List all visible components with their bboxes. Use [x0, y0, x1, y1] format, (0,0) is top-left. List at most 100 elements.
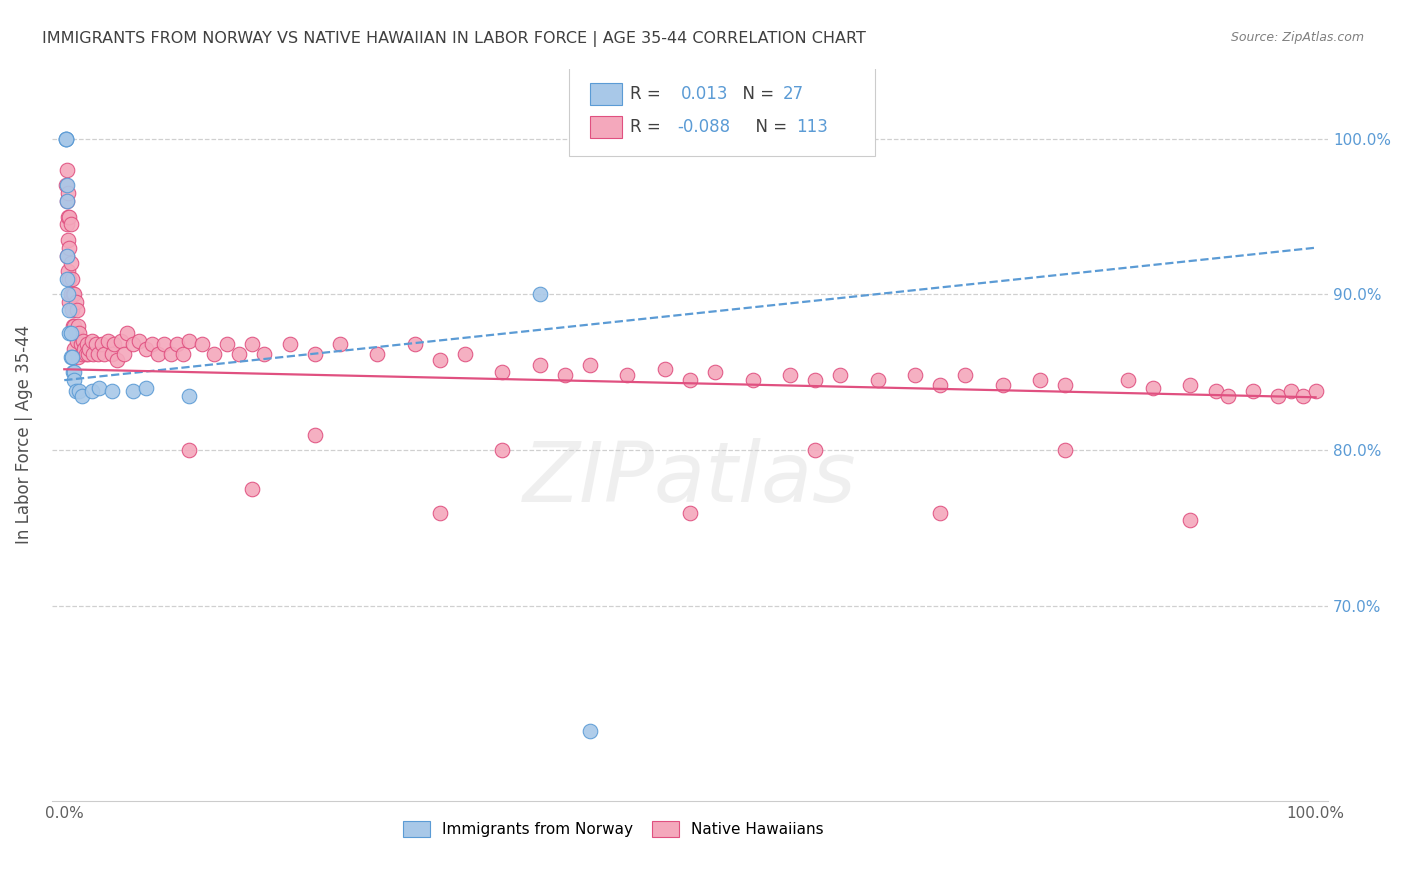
- Point: [63, 342, 86, 356]
- Point: [55, 272, 77, 286]
- Point: [1305, 384, 1327, 398]
- Point: [56, 287, 79, 301]
- Text: -0.088: -0.088: [678, 118, 730, 136]
- Point: [1116, 373, 1139, 387]
- Point: [63, 287, 86, 301]
- Point: [1216, 389, 1239, 403]
- Point: [55, 178, 77, 193]
- Point: [179, 389, 201, 403]
- Point: [58, 241, 80, 255]
- Point: [1142, 381, 1164, 395]
- Point: [103, 337, 125, 351]
- Point: [55, 178, 77, 193]
- Point: [115, 326, 138, 341]
- Point: [112, 346, 135, 360]
- Point: [66, 303, 89, 318]
- Point: [55, 194, 77, 208]
- Point: [679, 506, 702, 520]
- Y-axis label: In Labor Force | Age 35-44: In Labor Force | Age 35-44: [15, 326, 32, 544]
- Point: [166, 337, 188, 351]
- Point: [904, 368, 927, 383]
- Point: [141, 337, 163, 351]
- Point: [55, 162, 77, 177]
- Point: [66, 334, 89, 349]
- Point: [55, 194, 77, 208]
- Point: [110, 334, 132, 349]
- Point: [65, 295, 87, 310]
- Text: N =: N =: [745, 118, 792, 136]
- Point: [366, 346, 388, 360]
- Point: [304, 427, 326, 442]
- Point: [1292, 389, 1315, 403]
- Point: [135, 381, 157, 395]
- Text: 0.013: 0.013: [681, 85, 728, 103]
- Text: IMMIGRANTS FROM NORWAY VS NATIVE HAWAIIAN IN LABOR FORCE | AGE 35-44 CORRELATION: IMMIGRANTS FROM NORWAY VS NATIVE HAWAIIA…: [42, 31, 866, 47]
- FancyBboxPatch shape: [591, 116, 623, 138]
- Point: [90, 337, 112, 351]
- Point: [955, 368, 977, 383]
- Point: [228, 346, 250, 360]
- Point: [56, 233, 79, 247]
- Point: [153, 337, 176, 351]
- Text: N =: N =: [733, 85, 779, 103]
- Point: [59, 350, 82, 364]
- Point: [89, 381, 111, 395]
- Point: [146, 346, 169, 360]
- Point: [804, 443, 827, 458]
- Point: [80, 334, 103, 349]
- Point: [240, 482, 263, 496]
- Point: [105, 352, 128, 367]
- Point: [63, 373, 86, 387]
- Point: [135, 342, 157, 356]
- Point: [59, 218, 82, 232]
- Point: [60, 350, 83, 364]
- Point: [66, 318, 89, 333]
- Point: [55, 131, 77, 145]
- Point: [679, 373, 702, 387]
- Point: [454, 346, 477, 360]
- Point: [84, 337, 107, 351]
- Point: [69, 337, 91, 351]
- Point: [62, 365, 84, 379]
- Point: [215, 337, 238, 351]
- Point: [1279, 384, 1302, 398]
- Point: [62, 287, 84, 301]
- Point: [1180, 513, 1202, 527]
- Point: [1180, 377, 1202, 392]
- Point: [55, 218, 77, 232]
- Point: [1054, 443, 1077, 458]
- Point: [240, 337, 263, 351]
- Point: [779, 368, 801, 383]
- Point: [80, 384, 103, 398]
- Point: [67, 326, 90, 341]
- Point: [866, 373, 889, 387]
- Point: [75, 346, 97, 360]
- Point: [429, 352, 451, 367]
- Point: [65, 326, 87, 341]
- Point: [58, 295, 80, 310]
- Text: R =: R =: [630, 85, 671, 103]
- Point: [704, 365, 727, 379]
- Point: [616, 368, 638, 383]
- Point: [1267, 389, 1289, 403]
- Point: [804, 373, 827, 387]
- Point: [73, 342, 96, 356]
- Point: [404, 337, 426, 351]
- Point: [56, 210, 79, 224]
- Point: [66, 350, 89, 364]
- Point: [172, 346, 194, 360]
- Point: [56, 264, 79, 278]
- Text: R =: R =: [630, 118, 666, 136]
- Point: [929, 506, 952, 520]
- Point: [67, 384, 90, 398]
- Point: [491, 365, 513, 379]
- Point: [579, 358, 602, 372]
- Point: [929, 377, 952, 392]
- Point: [55, 131, 77, 145]
- Point: [60, 272, 83, 286]
- Point: [70, 346, 93, 360]
- Point: [554, 368, 576, 383]
- Point: [204, 346, 226, 360]
- Point: [1029, 373, 1052, 387]
- Point: [1241, 384, 1264, 398]
